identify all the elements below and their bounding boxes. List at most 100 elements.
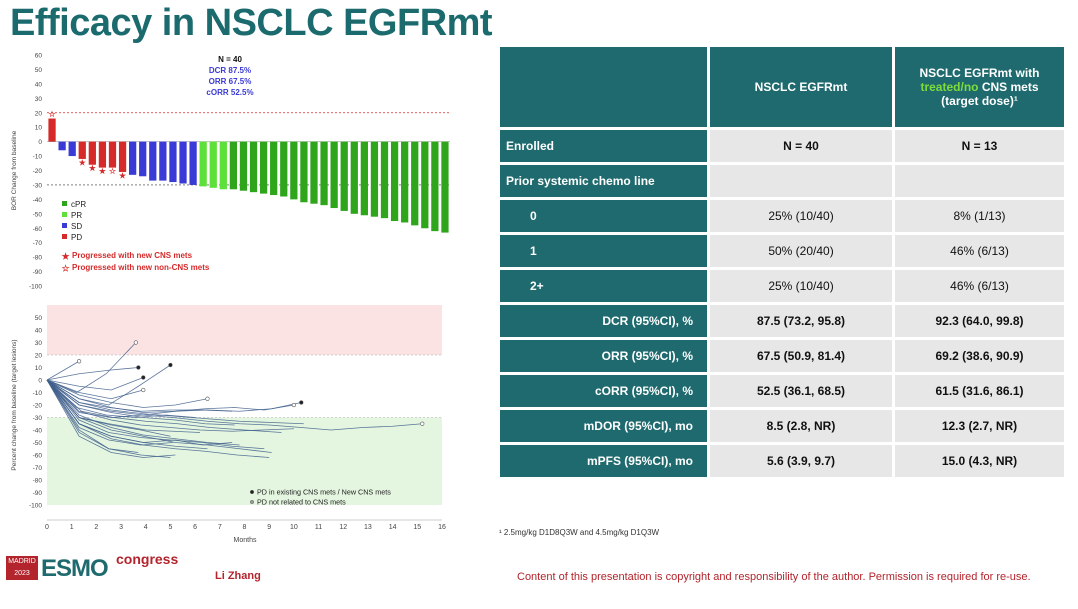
col-header-cns-line3: (target dose)¹ (941, 94, 1018, 108)
spider-series-line (46, 379, 302, 418)
cell-cns: 46% (6/13) (895, 270, 1064, 302)
spider-xtick-label: 4 (144, 524, 148, 531)
waterfall-ytick-label: -100 (29, 284, 42, 291)
waterfall-star-marker: ★ (49, 111, 55, 119)
cell-cns: 15.0 (4.3, NR) (895, 445, 1064, 477)
row-label: cORR (95%CI), % (500, 375, 707, 407)
star-legend-label: Progressed with new non-CNS mets (72, 263, 210, 272)
col-header-cns-green: treated/no (920, 80, 979, 94)
spider-series-line (46, 379, 265, 450)
row-label: 1 (500, 235, 707, 267)
spider-series-line (46, 377, 144, 391)
row-label: DCR (95%CI), % (500, 305, 707, 337)
table-row: cORR (95%CI), % 52.5 (36.1, 68.5) 61.5 (31… (500, 375, 1064, 407)
spider-marker (299, 400, 304, 405)
efficacy-table: NSCLC EGFRmt NSCLC EGFRmt with treated/n… (497, 44, 1067, 480)
slide-title: Efficacy in NSCLC EGFRmt (10, 2, 493, 44)
star-legend-icon: ★ (62, 252, 69, 261)
spider-ytick-label: -60 (33, 453, 43, 460)
spider-xtick-label: 5 (168, 524, 172, 531)
waterfall-bar (179, 141, 187, 184)
spider-ytick-label: 20 (35, 353, 43, 360)
waterfall-star-marker: ★ (109, 168, 115, 176)
col-header-nsclc: NSCLC EGFRmt (710, 47, 892, 127)
table-row: ORR (95%CI), % 67.5 (50.9, 81.4) 69.2 (38.… (500, 340, 1064, 372)
waterfall-bar (239, 141, 248, 191)
spider-legend-label: PD in existing CNS mets / New CNS mets (257, 488, 391, 497)
waterfall-ytick-label: -20 (33, 168, 43, 175)
spider-series-line (46, 379, 208, 450)
spider-series-line (46, 379, 423, 431)
table-row: 1 50% (20/40) 46% (6/13) (500, 235, 1064, 267)
waterfall-bar (390, 141, 399, 222)
waterfall-bar (380, 141, 389, 219)
waterfall-ylabel: BOR Change from baseline (11, 130, 18, 210)
row-label: Enrolled (500, 130, 707, 162)
waterfall-bar (290, 141, 298, 200)
spider-xlabel: Months (234, 537, 257, 544)
waterfall-bar (48, 118, 56, 142)
waterfall-bar (88, 141, 96, 165)
waterfall-bar (300, 141, 308, 203)
waterfall-bar (259, 141, 268, 194)
row-label: mPFS (95%CI), mo (500, 445, 707, 477)
cell-cns: 46% (6/13) (895, 235, 1064, 267)
waterfall-bar (270, 141, 278, 196)
waterfall-bar (421, 141, 429, 229)
spider-series-line (46, 379, 282, 433)
waterfall-legend-swatch (62, 201, 67, 206)
waterfall-ytick-label: -40 (33, 197, 43, 204)
waterfall-star-marker: ★ (79, 159, 85, 167)
spider-ytick-label: -10 (33, 390, 43, 397)
table-header-row: NSCLC EGFRmt NSCLC EGFRmt with treated/n… (500, 47, 1064, 127)
stat-n: N = 40 (218, 55, 242, 64)
spider-series-line (46, 379, 144, 400)
spider-shaded-band (47, 305, 442, 355)
spider-ytick-label: -20 (33, 403, 43, 410)
waterfall-ytick-label: 60 (35, 53, 43, 60)
waterfall-bar (360, 141, 368, 216)
waterfall-ytick-label: 40 (35, 81, 43, 88)
waterfall-star-marker: ★ (89, 165, 95, 173)
waterfall-bar (169, 141, 177, 183)
spider-legend-label: PD not related to CNS mets (257, 498, 346, 507)
waterfall-ytick-label: -90 (33, 269, 43, 276)
spider-marker (420, 421, 425, 426)
waterfall-ytick-label: -60 (33, 226, 43, 233)
table-corner-cell (500, 47, 707, 127)
table-row: mPFS (95%CI), mo 5.6 (3.9, 9.7) 15.0 (4.3,… (500, 445, 1064, 477)
cell-nsclc: 87.5 (73.2, 95.8) (710, 305, 892, 337)
waterfall-legend-swatch (62, 234, 67, 239)
spider-xtick-label: 6 (193, 524, 197, 531)
waterfall-bar (108, 141, 117, 168)
col-header-nsclc-text: NSCLC EGFRmt (754, 80, 848, 94)
waterfall-ytick-label: -10 (33, 154, 43, 161)
waterfall-bar (149, 141, 157, 181)
cell-cns: 69.2 (38.6, 90.9) (895, 340, 1064, 372)
waterfall-bar (199, 141, 207, 187)
waterfall-ytick-label: 30 (35, 96, 43, 103)
waterfall-ytick-label: 0 (38, 139, 42, 146)
spider-xtick-label: 10 (290, 524, 298, 531)
spider-marker (291, 402, 296, 408)
waterfall-bar (441, 141, 449, 233)
cell-nsclc: 8.5 (2.8, NR) (710, 410, 892, 442)
spider-xtick-label: 16 (438, 524, 446, 531)
spider-marker (205, 396, 210, 401)
waterfall-bar (401, 141, 409, 223)
waterfall-bar (431, 141, 439, 232)
waterfall-ytick-label: -50 (33, 211, 43, 218)
cell-cns: 61.5 (31.6, 86.1) (895, 375, 1064, 407)
col-header-cns-line1: NSCLC EGFRmt with (919, 66, 1040, 80)
spider-ytick-label: -80 (33, 478, 43, 485)
cell-nsclc (710, 165, 892, 197)
spider-series-line (46, 379, 235, 426)
spider-marker (141, 375, 146, 380)
waterfall-bar (58, 141, 66, 151)
spider-xtick-label: 7 (218, 524, 222, 531)
spider-marker (168, 362, 173, 368)
waterfall-ytick-label: -80 (33, 255, 43, 262)
copyright-notice: Content of this presentation is copyrigh… (517, 571, 1031, 583)
spider-xtick-label: 11 (315, 524, 322, 531)
spider-ytick-label: 0 (38, 378, 42, 385)
